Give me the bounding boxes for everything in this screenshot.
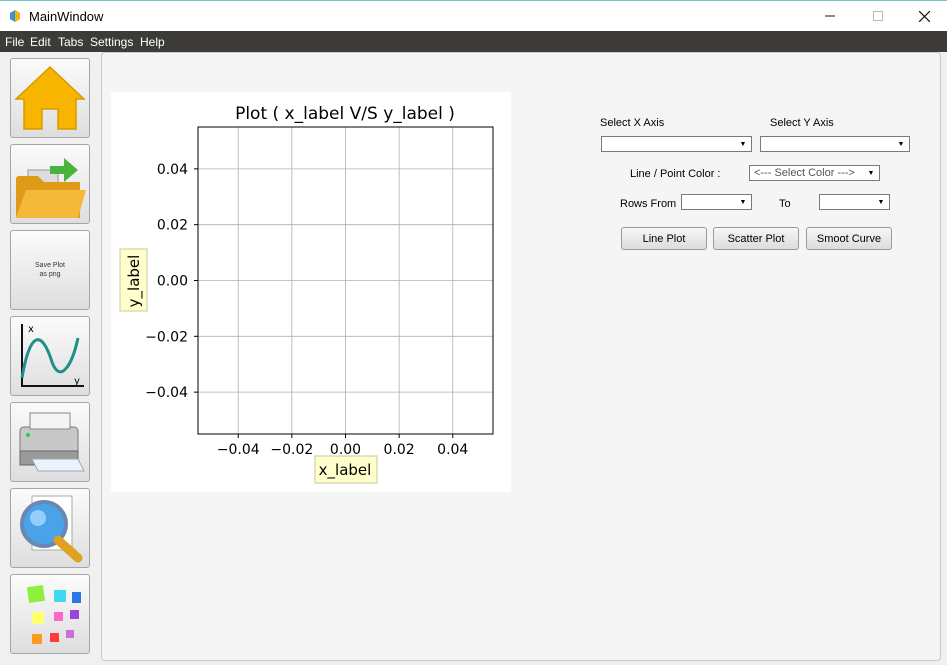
title-bar: MainWindow [0,0,947,31]
home-icon [14,65,86,130]
svg-text:x: x [28,324,34,335]
chevron-down-icon: ▼ [867,169,875,177]
select-x-label: Select X Axis [600,117,665,129]
close-icon [918,10,930,22]
color-placeholder: <--- Select Color ---> [754,167,855,179]
color-combo[interactable]: <--- Select Color ---> ▼ [749,165,880,181]
y-tick-label: 0.00 [157,274,188,290]
x-tick-label: −0.04 [217,442,260,458]
save-plot-button[interactable]: Save Plot as png [10,230,90,310]
plot-button[interactable]: x y [10,316,90,396]
line-plot-button[interactable]: Line Plot [621,227,707,250]
chevron-down-icon: ▼ [897,140,905,148]
rows-from-label: Rows From [620,198,677,210]
x-tick-label: 0.02 [384,442,415,458]
home-button[interactable] [10,58,90,138]
y-tick-label: 0.02 [157,218,188,234]
x-tick-label: 0.04 [437,442,468,458]
y-axis-label: y_label [125,255,144,308]
app-icon [10,10,20,22]
x-axis-combo[interactable]: ▼ [601,136,752,152]
close-button[interactable] [901,1,947,31]
plot-canvas: Plot ( x_label V/S y_label ) −0.04 −0.02 0… [111,92,511,492]
chevron-down-icon: ▼ [877,198,885,206]
svg-text:y: y [74,376,80,387]
chart-title: Plot ( x_label V/S y_label ) [235,104,455,124]
menu-help[interactable]: Help [140,35,165,49]
minimize-icon [825,15,835,17]
smooth-curve-button[interactable]: Smoot Curve [806,227,892,250]
maximize-icon [873,11,883,21]
ylabel-box [119,248,148,312]
chevron-down-icon: ▼ [739,198,747,206]
open-file-button[interactable] [10,144,90,224]
palette-icon [26,584,81,644]
color-label: Line / Point Color : [630,168,721,180]
magnifier-icon [20,495,83,563]
select-y-label: Select Y Axis [770,117,834,129]
y-tick-label: −0.04 [145,385,188,401]
preview-button[interactable] [10,488,90,568]
y-tick-label: 0.04 [157,162,188,178]
open-folder-icon [16,158,86,218]
rows-to-label: To [779,198,791,210]
maximize-button[interactable] [855,1,901,31]
scatter-plot-button[interactable]: Scatter Plot [713,227,799,250]
y-tick-label: −0.02 [145,329,188,345]
chevron-down-icon: ▼ [739,140,747,148]
chart: Plot ( x_label V/S y_label ) −0.04 −0.02 0… [119,104,494,484]
x-tick-label: −0.02 [270,442,313,458]
printer-icon [19,412,85,472]
menu-bar: File Edit Tabs Settings Help [0,31,947,52]
colors-button[interactable] [10,574,90,654]
side-toolbar: Save Plot as png x y [0,52,100,665]
y-axis-combo[interactable]: ▼ [760,136,910,152]
x-tick-label: 0.00 [330,442,361,458]
menu-settings[interactable]: Settings [90,35,134,49]
rows-from-combo[interactable]: ▼ [681,194,752,210]
menu-tabs[interactable]: Tabs [58,35,84,49]
graph-icon: x y [20,324,84,387]
window-title: MainWindow [29,9,104,24]
save-plot-label: Save Plot as png [35,262,65,278]
rows-to-combo[interactable]: ▼ [819,194,890,210]
menu-file[interactable]: File [5,35,25,49]
xlabel-box [314,455,378,484]
print-button[interactable] [10,402,90,482]
menu-edit[interactable]: Edit [30,35,51,49]
minimize-button[interactable] [807,1,853,31]
x-axis-label: x_label [319,461,372,480]
